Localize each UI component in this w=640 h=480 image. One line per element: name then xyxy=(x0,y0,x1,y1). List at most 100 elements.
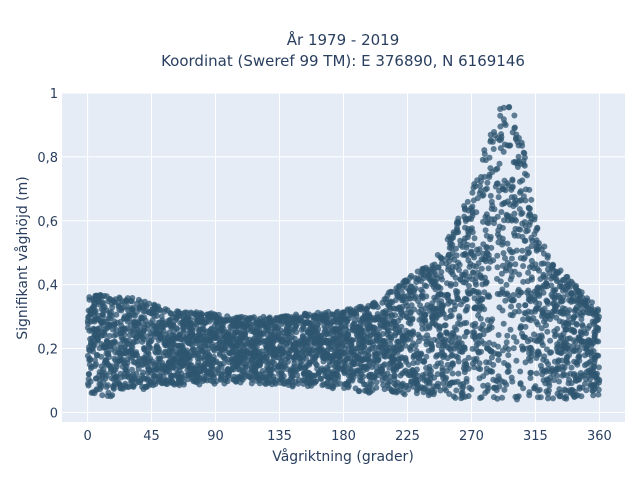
data-point xyxy=(184,366,191,373)
data-point xyxy=(359,315,366,322)
data-point xyxy=(271,352,278,359)
data-point xyxy=(453,264,459,270)
data-point xyxy=(274,333,281,340)
data-point xyxy=(435,283,442,290)
data-point xyxy=(484,219,491,226)
data-point xyxy=(429,343,436,350)
data-point xyxy=(543,368,550,375)
chart-title-line-1: År 1979 - 2019 xyxy=(287,30,400,49)
data-point xyxy=(488,354,495,361)
data-point xyxy=(506,246,513,253)
data-point xyxy=(479,326,486,333)
data-point xyxy=(543,388,550,395)
data-point xyxy=(221,380,228,387)
data-point xyxy=(460,279,467,286)
data-point xyxy=(240,369,247,375)
data-point xyxy=(497,145,504,152)
data-point xyxy=(494,252,501,259)
data-point xyxy=(568,296,575,303)
data-point xyxy=(496,160,503,167)
data-point xyxy=(231,329,238,336)
data-point xyxy=(512,135,519,141)
data-point xyxy=(545,377,552,384)
data-point xyxy=(442,376,449,382)
data-point xyxy=(123,363,130,370)
data-point xyxy=(528,196,535,203)
data-point xyxy=(154,329,161,336)
data-point xyxy=(441,340,448,347)
data-point xyxy=(360,320,367,327)
data-point xyxy=(513,357,520,364)
data-point xyxy=(510,334,517,341)
data-point xyxy=(595,325,602,332)
data-point xyxy=(544,328,551,335)
data-point xyxy=(118,385,124,392)
data-point xyxy=(254,374,261,381)
data-point xyxy=(485,265,492,272)
data-point xyxy=(434,371,441,378)
data-point xyxy=(475,312,482,319)
data-point xyxy=(403,302,410,309)
data-point xyxy=(293,352,300,358)
data-point xyxy=(381,374,388,381)
data-point xyxy=(98,363,105,370)
data-point xyxy=(502,122,509,128)
data-point xyxy=(423,325,429,332)
data-point xyxy=(507,326,514,333)
data-point xyxy=(376,344,383,351)
data-point xyxy=(304,337,311,344)
data-point xyxy=(461,271,468,278)
data-point xyxy=(132,322,139,329)
data-point xyxy=(121,373,128,380)
data-point xyxy=(219,323,226,330)
data-point xyxy=(534,285,541,292)
data-point xyxy=(335,364,342,371)
data-point xyxy=(589,299,595,306)
data-point xyxy=(460,251,466,258)
data-point xyxy=(182,309,189,316)
data-point xyxy=(86,361,93,368)
data-point xyxy=(223,317,230,324)
data-point xyxy=(270,317,277,324)
data-point xyxy=(176,364,183,370)
data-point xyxy=(447,282,454,289)
data-point xyxy=(204,342,211,349)
data-point xyxy=(400,389,407,396)
data-point xyxy=(445,266,452,273)
data-point xyxy=(422,370,429,377)
data-point xyxy=(148,332,154,339)
data-point xyxy=(373,384,380,391)
data-point xyxy=(579,323,586,330)
data-point xyxy=(188,321,195,328)
data-point xyxy=(528,346,535,353)
data-point xyxy=(262,381,269,387)
data-point xyxy=(453,290,460,297)
data-point xyxy=(99,313,106,320)
data-point xyxy=(559,308,566,315)
data-point xyxy=(494,165,501,172)
data-point xyxy=(106,332,113,339)
data-point xyxy=(373,337,380,344)
data-point xyxy=(505,182,512,189)
data-point xyxy=(99,392,106,399)
data-point xyxy=(329,369,336,375)
data-point xyxy=(293,313,300,320)
data-point xyxy=(472,304,479,311)
data-point xyxy=(559,319,566,326)
data-point xyxy=(373,368,380,375)
data-point xyxy=(338,323,345,330)
data-point xyxy=(439,276,445,283)
data-point xyxy=(446,382,453,389)
data-point xyxy=(462,307,469,314)
data-point xyxy=(407,289,414,296)
data-point xyxy=(293,318,300,325)
data-point xyxy=(420,389,427,396)
data-point xyxy=(509,378,516,385)
data-point xyxy=(587,383,594,390)
data-point xyxy=(472,320,479,327)
data-point xyxy=(174,351,181,358)
data-point xyxy=(267,371,274,378)
data-point xyxy=(216,360,223,367)
data-point xyxy=(459,389,466,396)
